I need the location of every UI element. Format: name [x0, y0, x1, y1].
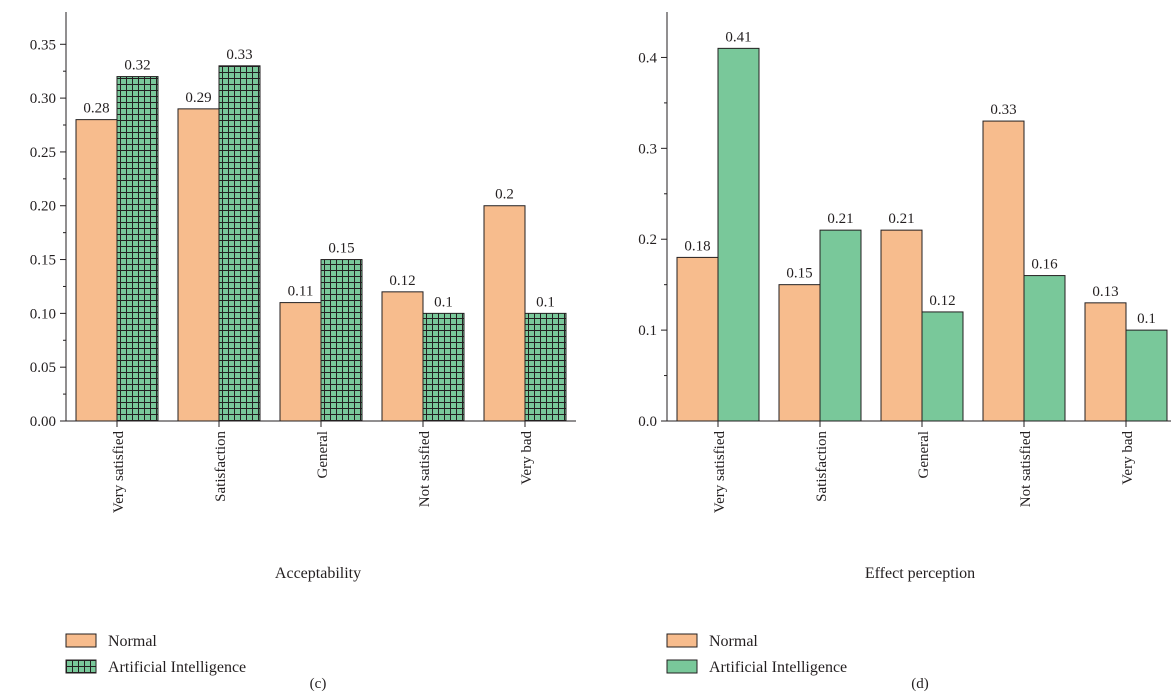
data-label: 0.16	[1031, 257, 1058, 273]
x-tick-label: Very satisfied	[111, 431, 127, 514]
bar-normal-very-bad	[483, 205, 526, 422]
data-label-group: 0.18 0.41 0.15 0.21 0.21 0.12 0.33 0.16 0.13 0.1	[684, 29, 1156, 327]
bar-artificial-intelligence-general	[320, 259, 363, 422]
data-label: 0.29	[185, 90, 211, 106]
bar-normal-satisfaction	[778, 284, 821, 422]
x-tick-label: Very bad	[1120, 431, 1136, 485]
bar-artificial-intelligence-very-satisfied	[116, 76, 159, 422]
legend-swatch-normal	[666, 633, 698, 648]
y-tick-label: 0.05	[30, 360, 56, 376]
data-label: 0.15	[786, 266, 812, 282]
legend: Normal Artificial Intelligence	[65, 633, 246, 676]
y-tick-label: 0.1	[638, 323, 657, 339]
bar-group	[676, 47, 1168, 422]
y-tick-label: 0.30	[30, 91, 56, 107]
legend-label-normal: Normal	[709, 633, 758, 650]
bar-artificial-intelligence-satisfaction	[218, 65, 261, 422]
bar-artificial-intelligence-not-satisfied	[1023, 275, 1066, 422]
data-label: 0.1	[536, 294, 555, 310]
data-label: 0.33	[990, 102, 1016, 118]
legend-swatch-ai	[65, 659, 97, 674]
legend-swatch-ai	[666, 659, 698, 674]
bar-artificial-intelligence-very-bad	[524, 312, 567, 422]
x-tick-label: Very satisfied	[712, 431, 728, 514]
y-tick-label: 0.2	[638, 232, 657, 248]
bar-normal-not-satisfied	[381, 291, 424, 422]
y-tick-label: 0.3	[638, 141, 657, 157]
data-label: 0.11	[288, 284, 314, 300]
data-label: 0.28	[83, 101, 109, 117]
data-label: 0.2	[495, 187, 514, 203]
legend-label-ai: Artificial Intelligence	[108, 659, 246, 676]
bar-artificial-intelligence-not-satisfied	[422, 312, 465, 422]
bar-normal-very-satisfied	[75, 119, 118, 422]
x-tick-label: Very bad	[519, 431, 535, 485]
data-label: 0.21	[827, 211, 853, 227]
y-tick-label: 0.35	[30, 37, 56, 53]
x-axis-title: Effect perception	[865, 565, 975, 582]
chart-panel-c: 0.28 0.32 0.29 0.33 0.11 0.15 0.12 0.1 0.2 0.1 0.…	[30, 12, 576, 692]
bar-artificial-intelligence-satisfaction	[819, 229, 862, 422]
y-tick-label: 0.25	[30, 145, 56, 161]
data-label: 0.15	[328, 241, 354, 257]
bar-normal-not-satisfied	[982, 120, 1025, 422]
panel-label: (c)	[310, 676, 327, 692]
bar-normal-very-satisfied	[676, 256, 719, 422]
data-label: 0.18	[684, 238, 710, 254]
y-tick-label: 0.0	[638, 414, 657, 430]
legend: Normal Artificial Intelligence	[666, 633, 847, 676]
x-tick-label: Not satisfied	[1018, 431, 1034, 508]
legend-label-normal: Normal	[108, 633, 157, 650]
x-axis-title: Acceptability	[275, 565, 361, 582]
bar-normal-general	[880, 229, 923, 422]
y-tick-group: 0.00 0.05 0.10 0.15 0.20 0.25 0.30 0.35	[30, 37, 66, 430]
data-label: 0.1	[1137, 311, 1156, 327]
legend-label-ai: Artificial Intelligence	[709, 659, 847, 676]
y-tick-group: 0.0 0.1 0.2 0.3 0.4	[638, 50, 667, 430]
data-label: 0.13	[1092, 284, 1118, 300]
data-label: 0.32	[124, 58, 150, 74]
chart-panel-d: 0.180.410.150.21 0.210.120.330.160.130.1 …	[638, 12, 1171, 692]
x-tick-label: General	[315, 431, 331, 478]
x-tick-group: Very satisfied Satisfaction General Not sat…	[712, 421, 1136, 513]
x-tick-label: General	[916, 431, 932, 478]
data-label: 0.12	[929, 293, 955, 309]
data-label: 0.12	[389, 273, 415, 289]
bar-artificial-intelligence-very-bad	[1125, 329, 1168, 422]
bar-artificial-intelligence-general	[921, 311, 964, 422]
data-label-group: 0.28 0.32 0.29 0.33 0.11 0.15 0.12 0.1 0.2 0.1	[83, 47, 555, 311]
data-label: 0.41	[725, 29, 751, 45]
y-tick-label: 0.15	[30, 253, 56, 269]
y-tick-label: 0.20	[30, 199, 56, 215]
bar-normal-general	[279, 302, 322, 422]
y-tick-label: 0.4	[638, 50, 657, 66]
x-tick-group: Very satisfied Satisfaction General Not sat…	[111, 421, 535, 513]
bar-normal-very-bad	[1084, 302, 1127, 422]
legend-swatch-normal	[65, 633, 97, 648]
x-tick-label: Satisfaction	[213, 431, 229, 502]
y-tick-label: 0.10	[30, 306, 56, 322]
bar-artificial-intelligence-very-satisfied	[717, 47, 760, 422]
x-tick-label: Not satisfied	[417, 431, 433, 508]
data-label: 0.1	[434, 294, 453, 310]
data-label: 0.21	[888, 211, 914, 227]
y-tick-label: 0.00	[30, 414, 56, 430]
bar-normal-satisfaction	[177, 108, 220, 422]
bar-group	[75, 65, 567, 422]
x-tick-label: Satisfaction	[814, 431, 830, 502]
data-label: 0.33	[226, 47, 252, 63]
panel-label: (d)	[911, 676, 929, 692]
